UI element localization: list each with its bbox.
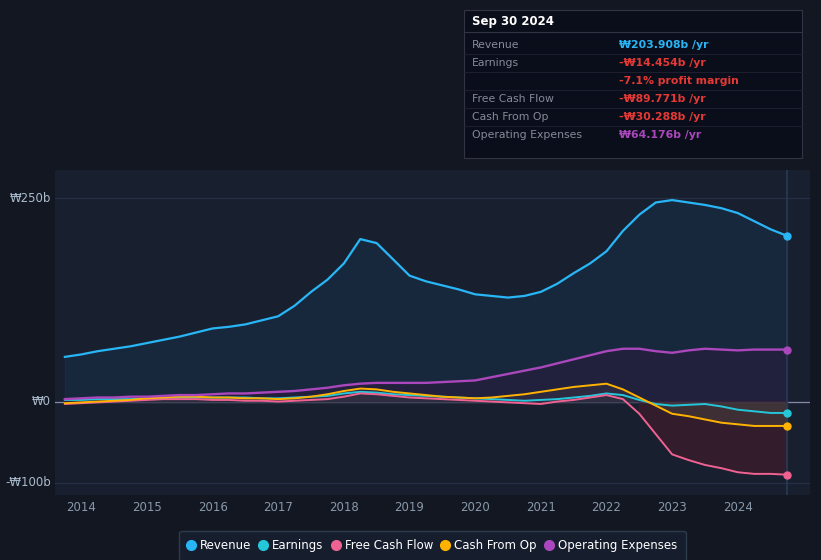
Text: Revenue: Revenue: [472, 40, 520, 50]
Text: -₩14.454b /yr: -₩14.454b /yr: [619, 58, 706, 68]
Legend: Revenue, Earnings, Free Cash Flow, Cash From Op, Operating Expenses: Revenue, Earnings, Free Cash Flow, Cash …: [180, 531, 686, 560]
Text: ₩203.908b /yr: ₩203.908b /yr: [619, 40, 709, 50]
Text: ₩0: ₩0: [32, 395, 51, 408]
Text: -₩89.771b /yr: -₩89.771b /yr: [619, 94, 705, 104]
Text: Free Cash Flow: Free Cash Flow: [472, 94, 554, 104]
Text: -7.1% profit margin: -7.1% profit margin: [619, 76, 739, 86]
Text: -₩100b: -₩100b: [5, 477, 51, 489]
Text: Operating Expenses: Operating Expenses: [472, 130, 582, 140]
Text: ₩250b: ₩250b: [10, 192, 51, 205]
Text: Sep 30 2024: Sep 30 2024: [472, 15, 554, 28]
Text: -₩30.288b /yr: -₩30.288b /yr: [619, 112, 705, 122]
Text: ₩64.176b /yr: ₩64.176b /yr: [619, 130, 701, 140]
Text: Cash From Op: Cash From Op: [472, 112, 548, 122]
Text: Earnings: Earnings: [472, 58, 519, 68]
